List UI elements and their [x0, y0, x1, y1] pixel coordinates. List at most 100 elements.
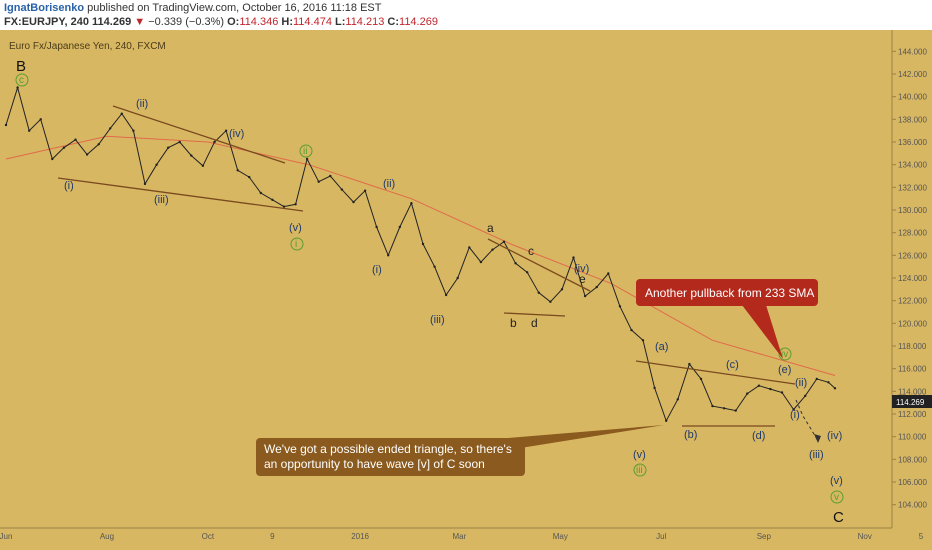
price-point — [398, 225, 401, 229]
price-point — [595, 285, 598, 289]
wave-label-green-v: v — [834, 492, 839, 503]
triangle-callout-line2: an opportunity to have wave [v] of C soo… — [264, 457, 485, 471]
price-point — [746, 392, 749, 395]
sma-callout-pointer — [742, 305, 783, 359]
price-point — [213, 140, 216, 144]
sma-callout-box — [636, 279, 818, 306]
price-point — [224, 129, 228, 132]
wave-label-ii: (ii) — [136, 98, 148, 110]
wave-marker-green-v — [830, 490, 844, 504]
price-point — [699, 377, 703, 381]
price-point — [294, 203, 297, 206]
price-point — [804, 394, 807, 398]
sma-callout-text: Another pullback from 233 SMA — [645, 286, 814, 300]
wave-label-v: (v) — [289, 222, 302, 234]
price-tick-label: 114.000 — [898, 387, 927, 396]
time-tick-label: Jun — [0, 532, 12, 541]
lower-trendline-2016 — [503, 312, 566, 317]
wave-label-b-paren: (b) — [684, 429, 697, 441]
triangle-callout-box — [256, 438, 525, 476]
upper-trendline-2015 — [112, 105, 286, 164]
wave-label-i: (i) — [64, 180, 74, 192]
price-points — [4, 86, 837, 422]
publish-header: IgnatBorisenko published on TradingView.… — [0, 0, 932, 30]
price-point — [815, 377, 818, 381]
price-point — [39, 118, 42, 121]
triangle-callout-line1: We've got a possible ended triangle, so … — [264, 442, 512, 456]
time-tick-label: Nov — [858, 532, 872, 541]
price-point — [502, 240, 506, 243]
price-point — [167, 146, 170, 149]
price-point — [329, 174, 332, 178]
wave-label-e-paren: (e) — [778, 364, 791, 376]
time-tick-label: Sep — [757, 532, 772, 541]
price-point — [109, 127, 112, 130]
last-price-tag — [892, 395, 932, 408]
time-tick-label: Oct — [202, 532, 215, 541]
wave-label-ii-2016: (ii) — [383, 178, 395, 190]
open-label: O: — [227, 16, 240, 28]
price-point — [792, 408, 795, 411]
price-point — [711, 404, 714, 408]
price-point — [363, 189, 367, 192]
price-point — [248, 175, 251, 179]
time-axis[interactable]: Jun Aug Oct 9 2016 Mar May Jul Sep Nov 5 — [0, 532, 924, 541]
price-point — [734, 409, 737, 412]
price-point — [410, 202, 413, 205]
price-point — [387, 254, 390, 257]
price-point — [132, 129, 135, 132]
price-point — [120, 112, 124, 115]
chart-title: Euro Fx/Japanese Yen, 240, FXCM — [9, 41, 166, 52]
price-point — [526, 271, 529, 274]
wave-label-c: c — [19, 75, 24, 86]
wave-label-iii-2016: (iii) — [430, 314, 445, 326]
price-tick-label: 108.000 — [898, 455, 927, 464]
wave-label-green-ii: ii — [303, 146, 307, 157]
author-link[interactable]: IgnatBorisenko — [4, 2, 85, 14]
wave-label-a: a — [487, 221, 494, 235]
price-point — [537, 291, 540, 294]
price-point — [421, 242, 425, 246]
price-point — [769, 387, 772, 391]
price-tick-label: 140.000 — [898, 93, 927, 102]
price-point — [85, 153, 89, 156]
price-point — [479, 260, 483, 264]
price-point — [4, 123, 8, 127]
upper-trendline-2016 — [487, 238, 591, 292]
wave-marker-green-iii — [633, 463, 647, 477]
wave-label-f-ii: (ii) — [795, 377, 807, 389]
price-point — [271, 198, 274, 201]
price-point — [618, 305, 622, 308]
price-point — [780, 391, 784, 394]
price-tick-label: 138.000 — [898, 115, 927, 124]
price-point — [514, 262, 517, 265]
price-point — [51, 157, 54, 161]
price-point — [74, 138, 77, 141]
price-point — [236, 169, 239, 172]
price-chart[interactable]: Euro Fx/Japanese Yen, 240, FXCM 104.0001… — [0, 30, 932, 550]
wave-label-b: b — [510, 316, 517, 330]
wave-label-green-iv: iv — [781, 349, 788, 360]
price-point — [456, 276, 459, 280]
wave-label-e: e — [579, 272, 586, 286]
close-label: C: — [387, 16, 400, 28]
wave-marker-green-i — [290, 237, 304, 251]
wave-label-i-2016: (i) — [372, 264, 382, 276]
wave-label-d: d — [531, 316, 538, 330]
wave-label-c-paren: (c) — [726, 359, 739, 371]
price-point — [583, 294, 587, 298]
price-tick-label: 112.000 — [898, 410, 927, 419]
wave-label-B: B — [16, 58, 26, 75]
price-point — [572, 256, 575, 259]
wave-label-a-paren: (a) — [655, 341, 668, 353]
price-tick-label: 124.000 — [898, 274, 927, 283]
price-axis[interactable]: 104.000 106.000 108.000 110.000 112.000 114.0… — [892, 47, 927, 510]
lower-trendline-2015 — [57, 177, 304, 212]
wave-label-iii: (iii) — [154, 194, 169, 206]
triangle-upper-line — [635, 360, 796, 385]
price-tick-label: 106.000 — [898, 478, 927, 487]
price-point — [676, 398, 679, 401]
price-point — [444, 293, 448, 297]
symbol-label: FX:EURJPY, 240 — [4, 16, 89, 28]
price-point — [282, 205, 286, 208]
